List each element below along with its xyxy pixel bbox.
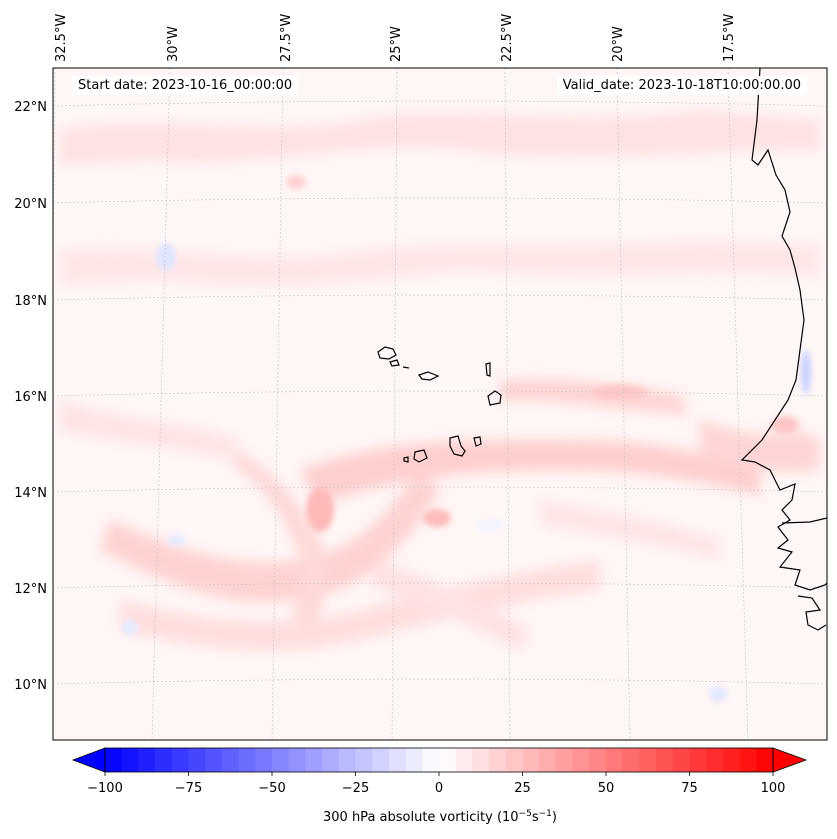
vorticity-field [60, 110, 820, 702]
colorbar-segment [221, 748, 240, 772]
colorbar-segment [355, 748, 373, 772]
latitude-label: 18°N [14, 294, 47, 309]
colorbar-segment [606, 748, 624, 772]
latitude-label: 16°N [14, 390, 47, 405]
colorbar-tick-label: 25 [514, 781, 531, 796]
latitude-label: 22°N [14, 100, 47, 115]
start-date-label: Start date: [78, 78, 148, 93]
colorbar-tick-label: −75 [175, 781, 202, 796]
latitude-labels: 22°N 20°N 18°N 16°N 14°N 12°N 10°N [14, 100, 47, 693]
colorbar-segment [372, 748, 390, 772]
colorbar-segment [489, 748, 507, 772]
colorbar-segment [121, 748, 139, 772]
colorbar-tick-label: −50 [258, 781, 285, 796]
colorbar-segment [739, 748, 757, 772]
longitude-label: 27.5°W [279, 14, 294, 62]
colorbar-segment [188, 748, 206, 772]
colorbar-min-arrow [71, 747, 106, 773]
valid-date-box: Valid_date: 2023-10-18T10:00:00.00 [556, 76, 807, 95]
map-frame [52, 67, 828, 741]
colorbar-segment [572, 748, 590, 772]
graticule [53, 68, 827, 740]
valid-date-label: Valid_date: [562, 78, 635, 93]
colorbar-segment [639, 748, 657, 772]
colorbar-segment [522, 748, 540, 772]
colorbar-segment [105, 748, 123, 772]
colorbar-segment [722, 748, 741, 772]
colorbar-tick-label: −100 [87, 781, 123, 796]
colorbar-segment [656, 748, 674, 772]
colorbar-segment [205, 748, 223, 772]
colorbar-segment [589, 748, 607, 772]
valid-date-value: 2023-10-18T10:00:00.00 [638, 78, 801, 93]
colorbar-max-arrow [772, 747, 808, 773]
longitude-label: 22.5°W [500, 14, 515, 62]
colorbar-segment [505, 748, 524, 772]
cape-verde-islands [377, 346, 502, 463]
colorbar-segment [672, 748, 691, 772]
colorbar-segment [305, 748, 323, 772]
colorbar-segment [689, 748, 707, 772]
colorbar-segment [138, 748, 156, 772]
colorbar-segment [155, 748, 173, 772]
colorbar-segment [472, 748, 490, 772]
colorbar-tick-label: 0 [435, 781, 443, 796]
colorbar-segments [105, 748, 774, 772]
colorbar-label: 300 hPa absolute vorticity (10−5s−1) [323, 809, 557, 825]
colorbar-segment [288, 748, 306, 772]
colorbar-segment [255, 748, 273, 772]
longitude-label: 30°W [166, 26, 181, 62]
longitude-label: 17.5°W [722, 14, 737, 62]
colorbar: −100 −75 −50 −25 0 25 50 75 100 300 hPa absolute… [71, 747, 808, 825]
longitude-label: 20°W [611, 26, 626, 62]
colorbar-ticks: −100 −75 −50 −25 0 25 50 75 100 [87, 772, 785, 796]
colorbar-segment [706, 748, 724, 772]
colorbar-segment [756, 748, 774, 772]
colorbar-segment [388, 748, 407, 772]
latitude-label: 20°N [14, 197, 47, 212]
colorbar-segment [455, 748, 473, 772]
colorbar-segment [272, 748, 290, 772]
latitude-label: 14°N [14, 486, 47, 501]
colorbar-segment [238, 748, 256, 772]
colorbar-segment [555, 748, 574, 772]
colorbar-segment [322, 748, 340, 772]
start-date-value: 2023-10-16_00:00:00 [151, 78, 293, 93]
colorbar-segment [405, 748, 423, 772]
colorbar-segment [422, 748, 440, 772]
colorbar-tick-label: 50 [598, 781, 615, 796]
colorbar-tick-label: −25 [342, 781, 369, 796]
colorbar-segment [338, 748, 357, 772]
start-date-box: Start date: 2023-10-16_00:00:00 [72, 76, 299, 95]
longitude-label: 25°W [389, 26, 404, 62]
latitude-label: 12°N [14, 582, 47, 597]
coastline [740, 68, 827, 631]
latitude-label: 10°N [14, 678, 47, 693]
colorbar-segment [539, 748, 557, 772]
longitude-label: 32.5°W [54, 14, 69, 62]
colorbar-segment [622, 748, 640, 772]
longitude-labels: 32.5°W 30°W 27.5°W 25°W 22.5°W 20°W 17.5… [54, 14, 737, 62]
colorbar-segment [439, 748, 457, 772]
colorbar-tick-label: 75 [681, 781, 698, 796]
colorbar-segment [171, 748, 190, 772]
colorbar-tick-label: 100 [761, 781, 786, 796]
